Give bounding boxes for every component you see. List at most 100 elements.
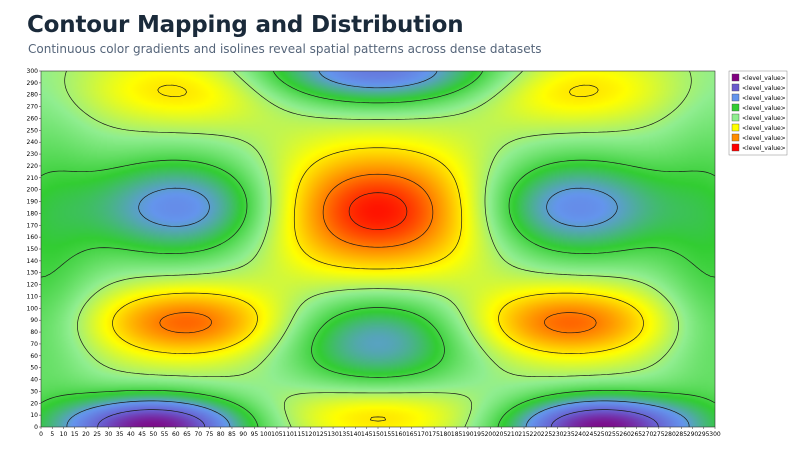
x-tick-label: 120 <box>305 431 317 438</box>
x-tick-label: 90 <box>239 431 247 438</box>
x-tick-label: 260 <box>619 431 631 438</box>
x-tick-label: 225 <box>541 431 553 438</box>
y-tick-label: 80 <box>30 329 38 336</box>
x-tick-label: 145 <box>361 431 373 438</box>
y-tick-label: 100 <box>27 305 39 312</box>
contour-line-1 <box>66 71 690 427</box>
legend-label: <level_value> <box>742 125 786 132</box>
x-tick-label: 20 <box>82 431 90 438</box>
y-tick-label: 300 <box>27 68 39 75</box>
x-tick-label: 200 <box>485 431 497 438</box>
x-tick-label: 245 <box>586 431 598 438</box>
x-tick-label: 95 <box>251 431 259 438</box>
y-tick-label: 220 <box>27 163 39 170</box>
x-tick-label: 160 <box>395 431 407 438</box>
contour-line-4 <box>112 84 644 422</box>
y-tick-label: 200 <box>27 187 39 194</box>
x-tick-label: 60 <box>172 431 180 438</box>
contour-line-2 <box>41 71 715 427</box>
x-tick-label: 100 <box>260 431 272 438</box>
x-tick-label: 205 <box>496 431 508 438</box>
y-axis: 0 10 20 30 40 50 60 70 80 90 100 110 120 130 140 150 160… <box>27 68 41 431</box>
x-tick-label: 275 <box>653 431 665 438</box>
x-tick-label: 75 <box>206 431 214 438</box>
y-tick-label: 260 <box>27 115 39 122</box>
x-tick-label: 50 <box>150 431 158 438</box>
x-tick-label: 215 <box>518 431 530 438</box>
legend-label: <level_value> <box>742 75 786 82</box>
y-tick-label: 250 <box>27 127 39 134</box>
x-tick-label: 195 <box>473 431 485 438</box>
x-tick-label: 230 <box>552 431 564 438</box>
legend-swatch <box>731 133 740 142</box>
x-tick-label: 105 <box>271 431 283 438</box>
x-tick-label: 70 <box>194 431 202 438</box>
chart-subtitle: Continuous color gradients and isolines … <box>28 42 542 56</box>
legend-swatch <box>731 123 740 132</box>
x-tick-label: 235 <box>563 431 575 438</box>
chart-title: Contour Mapping and Distribution <box>27 12 464 38</box>
legend-label: <level_value> <box>742 95 786 102</box>
legend-swatch <box>731 113 740 122</box>
x-tick-label: 290 <box>687 431 699 438</box>
y-tick-label: 270 <box>27 104 39 111</box>
y-tick-label: 190 <box>27 199 39 206</box>
x-tick-label: 115 <box>294 431 306 438</box>
x-tick-label: 170 <box>417 431 429 438</box>
y-tick-label: 60 <box>30 353 38 360</box>
legend-swatch <box>731 143 740 152</box>
x-tick-label: 0 <box>39 431 43 438</box>
x-tick-label: 5 <box>50 431 54 438</box>
x-tick-label: 295 <box>698 431 710 438</box>
contour-line-3 <box>64 71 692 427</box>
x-tick-label: 135 <box>339 431 351 438</box>
legend: <level_value> <level_value> <level_value> <… <box>728 70 788 156</box>
contour-line-0 <box>97 409 659 427</box>
x-tick-label: 250 <box>597 431 609 438</box>
x-tick-label: 130 <box>327 431 339 438</box>
x-tick-label: 165 <box>406 431 418 438</box>
x-tick-label: 265 <box>631 431 643 438</box>
x-tick-label: 125 <box>316 431 328 438</box>
heatmap-surface <box>41 71 715 427</box>
y-tick-label: 280 <box>27 92 39 99</box>
legend-label: <level_value> <box>742 105 786 112</box>
y-tick-label: 120 <box>27 282 39 289</box>
y-tick-label: 110 <box>27 293 39 300</box>
legend-label: <level_value> <box>742 135 786 142</box>
legend-swatch <box>731 103 740 112</box>
x-tick-label: 110 <box>282 431 294 438</box>
y-tick-label: 70 <box>30 341 38 348</box>
y-tick-label: 20 <box>30 400 38 407</box>
y-tick-label: 30 <box>30 388 38 395</box>
y-tick-label: 40 <box>30 377 38 384</box>
y-tick-label: 50 <box>30 365 38 372</box>
y-tick-label: 130 <box>27 270 39 277</box>
y-tick-label: 150 <box>27 246 39 253</box>
legend-label: <level_value> <box>742 145 786 152</box>
x-tick-label: 240 <box>574 431 586 438</box>
y-tick-label: 230 <box>27 151 39 158</box>
legend-swatch <box>731 83 740 92</box>
x-tick-label: 270 <box>642 431 654 438</box>
x-tick-label: 285 <box>676 431 688 438</box>
legend-swatch <box>731 73 740 82</box>
y-tick-label: 90 <box>30 317 38 324</box>
y-tick-label: 180 <box>27 210 39 217</box>
y-tick-label: 160 <box>27 234 39 241</box>
legend-box <box>728 70 788 156</box>
x-tick-label: 25 <box>93 431 101 438</box>
x-tick-label: 15 <box>71 431 79 438</box>
legend-swatch <box>731 93 740 102</box>
x-tick-label: 280 <box>664 431 676 438</box>
y-tick-label: 10 <box>30 412 38 419</box>
x-tick-label: 185 <box>451 431 463 438</box>
x-tick-label: 40 <box>127 431 135 438</box>
x-tick-label: 180 <box>440 431 452 438</box>
x-tick-label: 35 <box>116 431 124 438</box>
y-tick-label: 170 <box>27 222 39 229</box>
y-tick-label: 0 <box>34 424 38 431</box>
contour-line-5 <box>159 173 597 334</box>
contour-line-6 <box>348 192 408 231</box>
